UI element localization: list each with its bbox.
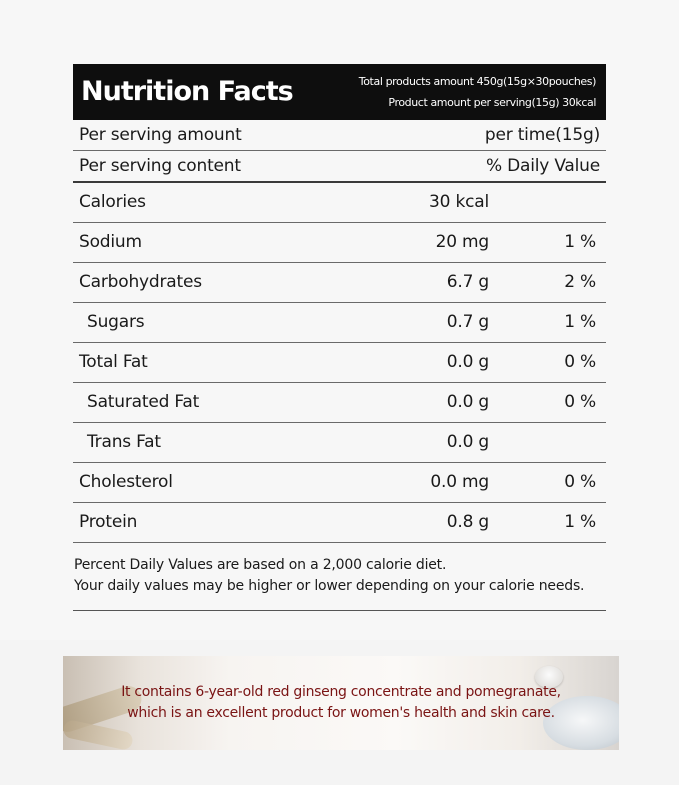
label-title: Nutrition Facts [81, 76, 294, 107]
nutrient-row: Calories 30 kcal [73, 183, 606, 223]
nutrient-amount: 20 mg [435, 232, 490, 252]
nutrient-name: Total Fat [79, 352, 148, 372]
nutrient-name: Calories [79, 192, 146, 212]
banner-text-line-1: It contains 6-year-old red ginseng conce… [121, 684, 561, 700]
nutrient-amount: 0.0 g [446, 432, 489, 452]
label-header: Nutrition Facts Total products amount 45… [73, 64, 606, 120]
nutrient-name: Saturated Fat [87, 392, 200, 412]
nutrient-row: Protein 0.8 g 1 % [73, 503, 606, 543]
nutrient-name: Trans Fat [87, 432, 161, 452]
ginseng-root-image-2 [63, 718, 135, 750]
serving-amount-row: Per serving amount per time(15g) [73, 120, 606, 151]
nutrient-name: Sugars [87, 312, 145, 332]
nutrient-amount: 0.7 g [446, 312, 489, 332]
serving-content-label: Per serving content [79, 156, 241, 176]
nutrient-amount: 0.0 g [446, 352, 489, 372]
product-banner: It contains 6-year-old red ginseng conce… [63, 656, 619, 750]
nutrition-facts-label: Nutrition Facts Total products amount 45… [73, 64, 606, 611]
nutrient-name: Cholesterol [79, 472, 173, 492]
nutrient-row: Trans Fat 0.0 g [73, 423, 606, 463]
footnote: Percent Daily Values are based on a 2,00… [73, 543, 606, 611]
nutrient-daily-value: 1 % [564, 232, 596, 252]
nutrient-name: Sodium [79, 232, 142, 252]
nutrient-amount: 0.8 g [446, 512, 489, 532]
banner-text-line-2: which is an excellent product for women'… [127, 705, 555, 721]
nutrient-daily-value: 0 % [564, 472, 596, 492]
nutrient-amount: 0.0 mg [430, 472, 489, 492]
nutrient-row: Sodium 20 mg 1 % [73, 223, 606, 263]
nutrient-daily-value: 2 % [564, 272, 596, 292]
nutrient-daily-value: 1 % [564, 512, 596, 532]
nutrient-name: Carbohydrates [79, 272, 202, 292]
small-jar-image [535, 666, 563, 688]
nutrient-row: Saturated Fat 0.0 g 0 % [73, 383, 606, 423]
serving-amount: Product amount per serving(15g) 30kcal [388, 96, 596, 109]
nutrient-daily-value: 1 % [564, 312, 596, 332]
nutrient-row: Carbohydrates 6.7 g 2 % [73, 263, 606, 303]
serving-amount-value: per time(15g) [484, 125, 600, 145]
nutrient-daily-value: 0 % [564, 392, 596, 412]
nutrient-name: Protein [79, 512, 138, 532]
serving-amount-label: Per serving amount [79, 125, 242, 145]
bowl-image [543, 696, 619, 750]
nutrient-row: Total Fat 0.0 g 0 % [73, 343, 606, 383]
nutrient-row: Cholesterol 0.0 mg 0 % [73, 463, 606, 503]
nutrient-row: Sugars 0.7 g 1 % [73, 303, 606, 343]
daily-value-header: % Daily Value [485, 156, 600, 176]
nutrient-amount: 6.7 g [446, 272, 489, 292]
footnote-line-1: Percent Daily Values are based on a 2,00… [74, 557, 447, 573]
total-products-amount: Total products amount 450g(15g×30pouches… [358, 75, 597, 88]
footnote-line-2: Your daily values may be higher or lower… [74, 578, 585, 594]
nutrient-table: Calories 30 kcal Sodium 20 mg 1 % Carbohydrat… [73, 183, 606, 543]
serving-content-row: Per serving content % Daily Value [73, 151, 606, 183]
nutrient-amount: 0.0 g [446, 392, 489, 412]
nutrient-daily-value: 0 % [564, 352, 596, 372]
nutrient-amount: 30 kcal [429, 192, 489, 212]
